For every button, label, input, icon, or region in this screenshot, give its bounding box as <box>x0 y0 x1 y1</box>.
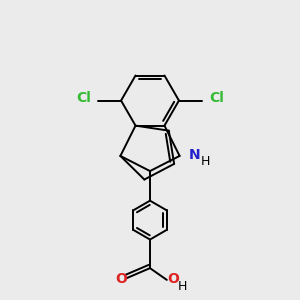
Text: Cl: Cl <box>209 91 224 105</box>
Text: O: O <box>167 272 179 286</box>
Text: N: N <box>189 148 200 162</box>
Text: H: H <box>178 280 187 293</box>
Text: H: H <box>201 155 210 168</box>
Text: Cl: Cl <box>76 91 91 105</box>
Text: O: O <box>116 272 128 286</box>
